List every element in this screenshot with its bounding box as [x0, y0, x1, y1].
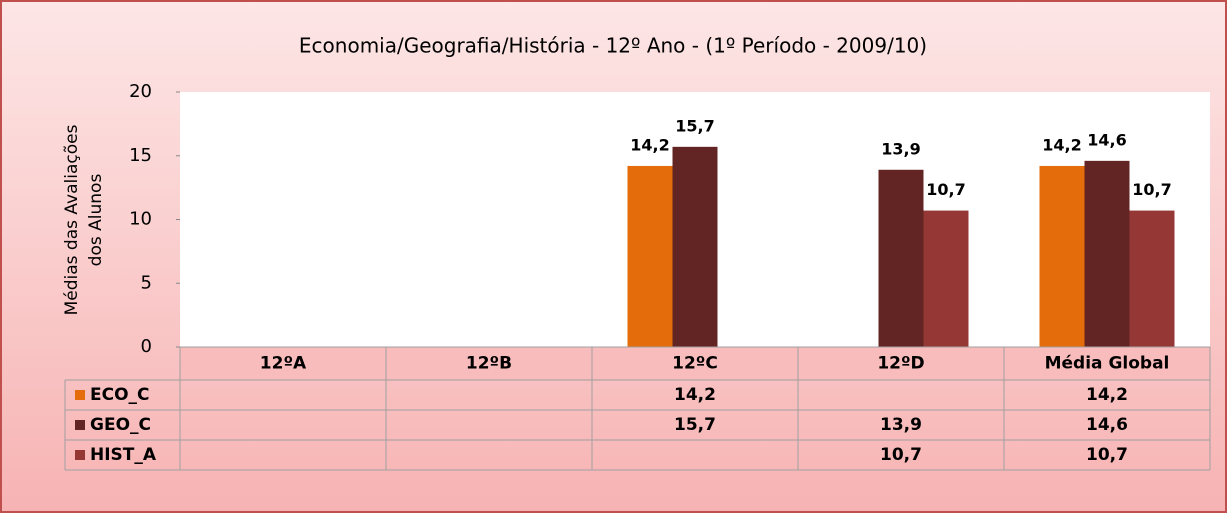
bar — [1129, 210, 1175, 347]
table-cell: 10,7 — [880, 445, 922, 465]
legend-swatch — [75, 420, 85, 430]
data-label: 10,7 — [1132, 180, 1171, 199]
bar — [878, 169, 924, 347]
bar — [672, 146, 718, 347]
y-axis-label: dos Alunos — [86, 174, 106, 267]
data-label: 13,9 — [881, 139, 920, 158]
legend-label: HIST_A — [90, 445, 157, 465]
x-tick-label: 12ºC — [672, 354, 718, 374]
data-label: 14,2 — [630, 135, 669, 154]
table-cell: 14,2 — [674, 385, 716, 405]
table-cell: 10,7 — [1086, 445, 1128, 465]
table-cell: 13,9 — [880, 415, 922, 435]
y-tick-label: 20 — [129, 81, 152, 102]
table-cell: 15,7 — [674, 415, 716, 435]
x-tick-label: 12ºD — [877, 354, 924, 374]
legend-swatch — [75, 390, 85, 400]
y-tick-label: 0 — [141, 336, 152, 357]
legend-label: ECO_C — [90, 385, 150, 405]
bar — [923, 210, 969, 347]
data-label: 15,7 — [675, 116, 714, 135]
data-label: 14,6 — [1087, 130, 1126, 149]
y-axis-label: Médias das Avaliações — [62, 124, 82, 315]
x-tick-label: 12ºB — [466, 354, 512, 374]
table-header — [179, 346, 1211, 381]
y-tick-label: 15 — [129, 145, 152, 166]
y-tick-label: 5 — [141, 272, 152, 293]
chart-title: Economia/Geografia/História - 12º Ano - … — [299, 34, 927, 58]
table-cell: 14,6 — [1086, 415, 1128, 435]
table-cell: 14,2 — [1086, 385, 1128, 405]
legend-swatch — [75, 450, 85, 460]
bar — [1039, 165, 1085, 347]
x-tick-label: Média Global — [1045, 354, 1170, 374]
data-label: 10,7 — [926, 180, 965, 199]
legend-label: GEO_C — [90, 415, 151, 435]
y-tick-label: 10 — [129, 209, 152, 230]
data-label: 14,2 — [1042, 135, 1081, 154]
bar — [1084, 160, 1130, 347]
x-tick-label: 12ºA — [260, 354, 307, 374]
bar — [627, 165, 673, 347]
